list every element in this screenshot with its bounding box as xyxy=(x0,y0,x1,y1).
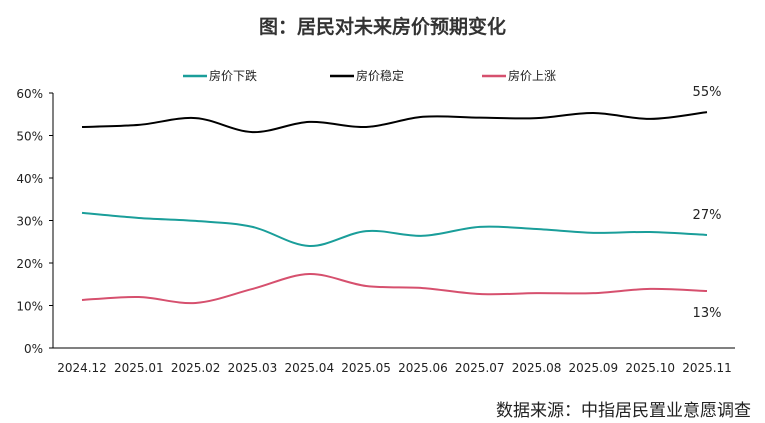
y-tick-label: 50% xyxy=(16,130,43,144)
x-tick-label: 2025.07 xyxy=(455,361,505,375)
y-tick-label: 20% xyxy=(16,257,43,271)
x-tick-label: 2025.01 xyxy=(114,361,164,375)
y-tick-label: 40% xyxy=(16,172,43,186)
chart-title: 图：居民对未来房价预期变化 xyxy=(258,16,506,38)
y-tick-label: 60% xyxy=(16,87,43,101)
series-line-2 xyxy=(81,111,708,134)
end-value-label: 13% xyxy=(693,306,722,321)
end-value-label: 55% xyxy=(693,85,722,100)
x-tick-label: 2025.11 xyxy=(682,361,732,375)
x-tick-label: 2025.05 xyxy=(341,361,391,375)
y-tick-label: 10% xyxy=(16,300,43,314)
series-line-1 xyxy=(81,211,708,248)
legend-label: 房价稳定 xyxy=(356,68,404,83)
x-tick-label: 2025.10 xyxy=(625,361,675,375)
data-source: 数据来源：中指居民置业意愿调查 xyxy=(496,401,751,421)
legend-label: 房价下跌 xyxy=(209,68,257,83)
y-tick-label: 0% xyxy=(24,342,43,356)
y-tick-label: 30% xyxy=(16,215,43,229)
x-tick-label: 2025.06 xyxy=(398,361,448,375)
x-tick-label: 2025.02 xyxy=(171,361,221,375)
series-line-3 xyxy=(81,273,708,305)
x-tick-label: 2025.09 xyxy=(569,361,619,375)
legend-label: 房价上涨 xyxy=(508,68,556,83)
end-value-label: 27% xyxy=(693,208,722,223)
x-tick-label: 2025.08 xyxy=(512,361,562,375)
x-tick-label: 2024.12 xyxy=(57,361,107,375)
x-tick-label: 2025.04 xyxy=(284,361,334,375)
x-tick-label: 2025.03 xyxy=(228,361,278,375)
